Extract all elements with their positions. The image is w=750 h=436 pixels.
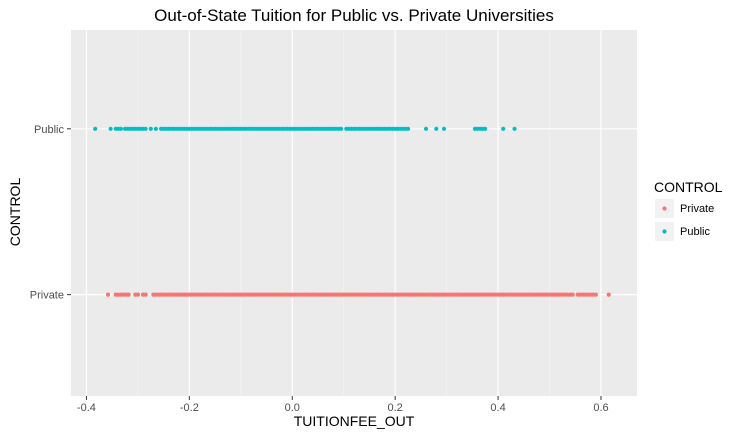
point-public [93,126,98,131]
legend-label-public: Public [680,226,710,238]
point-public [483,126,488,131]
point-public [339,126,344,131]
point-private [570,292,575,297]
point-public [148,126,153,131]
y-tick-label: Public [34,124,64,136]
point-public [143,126,148,131]
legend: CONTROL Private Public [654,179,723,241]
legend-key-point [662,229,667,234]
y-tick-label: Private [30,290,64,302]
point-private [126,292,131,297]
point-private [105,292,111,297]
y-axis: Private Public [30,124,71,302]
x-tick-label: -0.2 [180,402,199,414]
y-axis-title: CONTROL [7,178,23,247]
legend-label-private: Private [680,203,714,215]
point-public [501,126,506,131]
point-private [143,292,148,297]
x-tick-label: -0.4 [77,402,96,414]
x-axis-title: TUITIONFEE_OUT [294,413,415,429]
point-private [593,292,598,297]
x-tick-label: 0.4 [490,402,505,414]
legend-title: CONTROL [654,179,723,195]
point-private [135,292,140,297]
point-public [423,126,429,131]
x-tick-label: 0.6 [593,402,608,414]
chart-title: Out-of-State Tuition for Public vs. Priv… [154,6,554,25]
point-private [606,292,611,297]
point-public [441,126,447,131]
data-points [93,126,611,297]
x-axis: -0.4 -0.2 0.0 0.2 0.4 0.6 [77,396,609,414]
point-public [108,126,113,131]
point-public [512,126,517,131]
x-tick-label: 0.0 [285,402,300,414]
point-public [153,126,158,131]
legend-key-point [662,206,667,211]
point-public [405,126,411,131]
point-public [434,126,439,131]
point-public [118,126,124,131]
plot-panel [71,30,637,396]
x-tick-label: 0.2 [388,402,403,414]
